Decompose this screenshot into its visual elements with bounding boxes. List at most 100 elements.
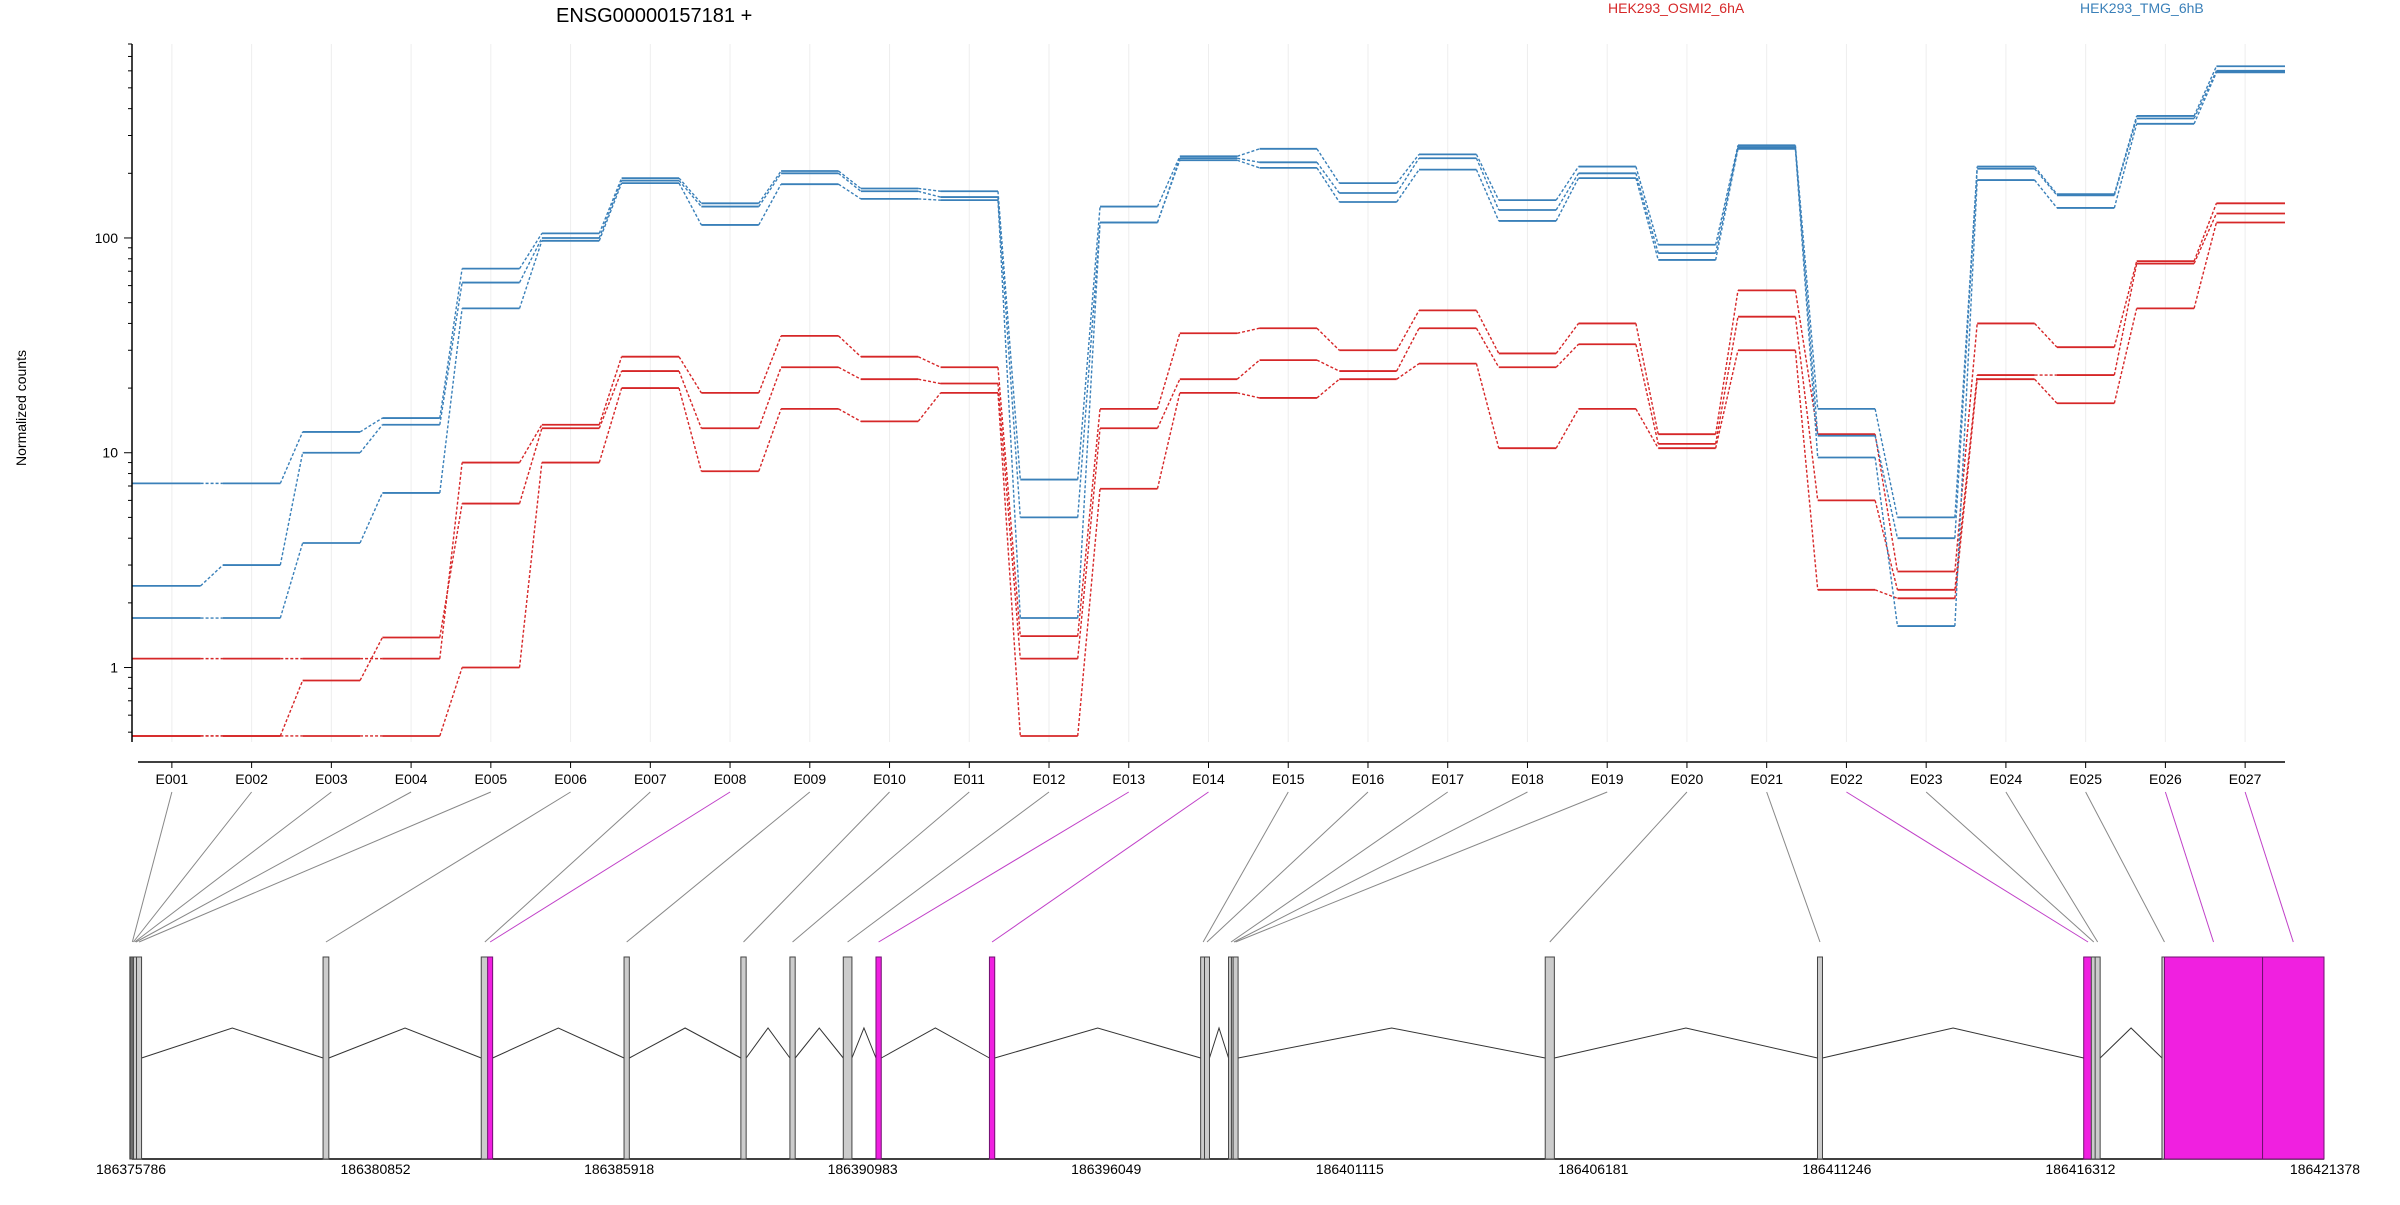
series-2-transition-21 <box>1794 316 1819 501</box>
series-6-transition-6 <box>598 182 623 242</box>
series-4-transition-4 <box>439 268 463 419</box>
exon-e008 <box>487 956 494 1160</box>
intron-12 <box>851 1026 877 1059</box>
series-1-transition-5 <box>518 424 543 463</box>
series-5-transition-7 <box>678 180 702 208</box>
series-4-transition-12 <box>1077 206 1101 480</box>
coordinate-tick-label: 186375786 <box>96 1161 166 1177</box>
series-5-transition-1 <box>200 564 224 587</box>
connector-e012 <box>847 791 1050 943</box>
series-5-transition-25 <box>2113 118 2138 196</box>
series-4-transition-15 <box>1316 148 1340 184</box>
x-tick-label-e004: E004 <box>395 771 428 787</box>
x-tick-label-e008: E008 <box>714 771 747 787</box>
series-1-transition-19 <box>1635 323 1659 435</box>
x-tick-label-e020: E020 <box>1671 771 1704 787</box>
connector-e022 <box>1846 791 2089 943</box>
series-4-transition-7 <box>678 177 702 204</box>
series-1-transition-24 <box>2034 322 2058 348</box>
series-6-transition-15 <box>1316 167 1340 203</box>
series-3-transition-25 <box>2113 308 2138 404</box>
series-2-transition-7 <box>678 370 703 429</box>
series-3-transition-24 <box>2034 378 2058 404</box>
series-3-transition-9 <box>838 408 862 422</box>
series-4-transition-24 <box>2034 166 2058 195</box>
series-4-transition-2 <box>279 431 304 484</box>
x-tick-label-e005: E005 <box>474 771 507 787</box>
series-1-transition-14 <box>1237 327 1260 334</box>
series-6-transition-14 <box>1236 159 1260 169</box>
series-1-transition-16 <box>1396 310 1420 351</box>
intron-11 <box>794 1027 844 1059</box>
coordinate-tick-label: 186421378 <box>2290 1161 2360 1177</box>
x-tick-label-e006: E006 <box>554 771 587 787</box>
series-5-transition-6 <box>598 180 623 239</box>
series-3-transition-16 <box>1396 363 1420 380</box>
coordinate-tick-label: 186396049 <box>1071 1161 1141 1177</box>
series-3-transition-22 <box>1874 589 1898 599</box>
series-6-hek293-tmg-6hb <box>132 71 2285 627</box>
series-6-transition-23 <box>1954 180 1978 627</box>
series-5-transition-26 <box>2193 70 2218 119</box>
connector-e019 <box>1235 791 1608 943</box>
series-2-transition-25 <box>2113 263 2138 376</box>
series-5-transition-2 <box>279 452 304 566</box>
connector-e027 <box>2244 791 2294 943</box>
series-1-transition-12 <box>1077 408 1101 637</box>
series-6-transition-20 <box>1714 148 1739 261</box>
series-1-transition-25 <box>2113 260 2138 348</box>
coordinate-tick-label: 186416312 <box>2045 1161 2115 1177</box>
series-5-transition-14 <box>1237 157 1260 164</box>
series-1-transition-13 <box>1156 333 1181 410</box>
series-1-transition-23 <box>1954 323 1978 572</box>
series-3-transition-23 <box>1954 379 1978 599</box>
exon-e011 <box>789 956 796 1160</box>
exon-e014 <box>988 956 996 1160</box>
intron-19 <box>1238 1027 1546 1059</box>
legend-entry-osmi2: HEK293_OSMI2_6hA <box>1608 0 1745 16</box>
x-tick-label-e026: E026 <box>2149 771 2182 787</box>
intron-21 <box>1822 1027 2084 1059</box>
connector-e018 <box>1233 791 1528 943</box>
series-4-transition-11 <box>997 191 1022 480</box>
series-2-transition-13 <box>1156 378 1181 429</box>
exon-e012 <box>842 956 853 1160</box>
series-3-transition-26 <box>2193 222 2218 309</box>
x-tick-label-e027: E027 <box>2229 771 2262 787</box>
coordinate-tick-label: 186411246 <box>1802 1161 1871 1177</box>
connector-e010 <box>743 791 890 943</box>
series-4-transition-20 <box>1714 145 1739 245</box>
series-1-transition-17 <box>1475 310 1500 354</box>
connector-e002 <box>132 791 253 943</box>
exon-e021 <box>1816 956 1823 1160</box>
series-3-transition-12 <box>1077 488 1101 737</box>
x-tick-label-e011: E011 <box>953 771 985 787</box>
series-5-transition-12 <box>1077 222 1101 518</box>
connector-e017 <box>1230 791 1449 943</box>
series-3-transition-13 <box>1156 392 1181 489</box>
x-tick-label-e025: E025 <box>2069 771 2102 787</box>
series-6-transition-21 <box>1794 148 1819 458</box>
series-5-transition-4 <box>439 282 463 425</box>
connector-e020 <box>1549 791 1688 943</box>
connector-e001 <box>131 791 173 943</box>
intron-5 <box>141 1027 324 1059</box>
series-6-transition-16 <box>1396 169 1420 203</box>
series-6-transition-3 <box>359 492 384 544</box>
intron-20 <box>1554 1027 1818 1059</box>
intron-9 <box>629 1027 742 1059</box>
connector-e025 <box>2085 791 2165 943</box>
coordinate-tick-label: 186385918 <box>584 1161 654 1177</box>
coordinate-tick-label: 186390983 <box>828 1161 898 1177</box>
series-6-transition-19 <box>1635 177 1659 261</box>
series-3-transition-10 <box>917 392 942 422</box>
series-1-hek293-osmi2-6ha <box>132 202 2285 660</box>
connector-e006 <box>325 791 571 943</box>
series-3-transition-4 <box>439 667 463 737</box>
y-tick-label: 100 <box>95 230 119 246</box>
connector-e008 <box>489 791 731 943</box>
series-3-transition-21 <box>1794 350 1819 590</box>
series-1-transition-8 <box>758 335 782 394</box>
connector-e014 <box>991 791 1209 943</box>
